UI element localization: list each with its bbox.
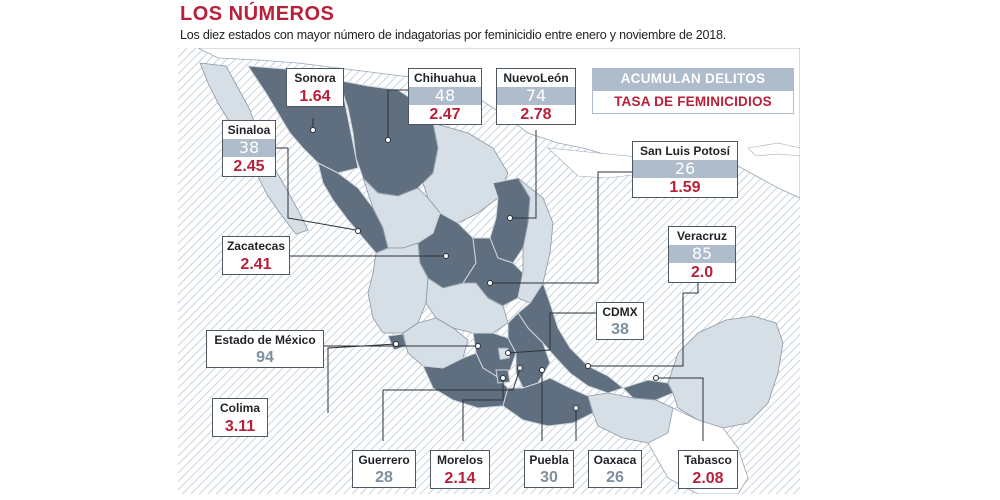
feminicide-rate: 1.59 <box>669 179 701 196</box>
dot-sonora <box>310 127 316 133</box>
dot-puebla <box>539 367 545 373</box>
state-name: San Luis Potosí <box>639 144 730 158</box>
crime-count: 26 <box>606 469 624 486</box>
page-title: LOS NÚMEROS <box>180 3 335 25</box>
state-name: Sonora <box>294 71 336 85</box>
state-name: Zacatecas <box>226 239 286 253</box>
yucatan-peninsula <box>667 315 784 429</box>
leader-nuevo-leon <box>510 130 537 219</box>
state-name: Oaxaca <box>593 453 637 467</box>
crime-count: 85 <box>669 245 735 263</box>
leader-dots <box>310 127 659 411</box>
state-name: Estado de México <box>214 333 316 347</box>
page-subtitle: Los diez estados con mayor número de ind… <box>180 28 727 42</box>
crime-count: 30 <box>540 469 558 486</box>
dot-veracruz <box>585 363 591 369</box>
leader-colima <box>327 343 397 413</box>
state-oaxaca <box>502 377 594 427</box>
state-name: Guerrero <box>358 453 410 467</box>
state-name: NuevoLeón <box>503 71 569 85</box>
label-morelos: Morelos 2.14 <box>430 450 490 489</box>
state-name: Veracruz <box>676 229 728 243</box>
crime-count: 38 <box>611 321 629 338</box>
dot-sinaloa <box>355 228 361 234</box>
crime-count: 94 <box>256 349 274 366</box>
feminicide-rate: 1.64 <box>299 88 331 105</box>
label-tabasco: Tabasco 2.08 <box>678 450 738 489</box>
cuba-island <box>747 142 800 157</box>
leader-slp <box>490 171 633 284</box>
state-name: CDMX <box>602 305 638 319</box>
label-san-luis-potosi: San Luis Potosí 26 1.59 <box>632 141 738 198</box>
label-chihuahua: Chihuahua 48 2.47 <box>408 68 482 125</box>
state-name: Tabasco <box>684 453 732 467</box>
label-puebla: Puebla 30 <box>524 450 574 488</box>
dot-cdmx <box>505 350 511 356</box>
dot-colima <box>393 341 399 347</box>
dot-tabasco <box>653 375 659 381</box>
dot-guerrero <box>517 365 523 371</box>
state-name: Morelos <box>436 453 483 467</box>
label-guerrero: Guerrero 28 <box>352 450 416 488</box>
dot-oaxaca <box>573 405 579 411</box>
dot-nuevo-leon <box>507 215 513 221</box>
label-veracruz: Veracruz 85 2.0 <box>668 226 736 283</box>
feminicide-rate: 2.41 <box>240 256 272 273</box>
crime-count: 74 <box>497 87 575 105</box>
state-san-luis-potosi <box>462 237 524 307</box>
state-tamaulipas <box>517 177 554 304</box>
label-cdmx: CDMX 38 <box>596 302 644 340</box>
label-estado-de-mexico: Estado de México 94 <box>206 330 324 368</box>
feminicide-rate: 2.47 <box>429 106 461 123</box>
feminicide-rate: 2.78 <box>520 106 552 123</box>
dot-chihuahua <box>385 137 391 143</box>
dot-zacatecas <box>443 253 449 259</box>
label-sonora: Sonora 1.64 <box>286 68 344 107</box>
label-oaxaca: Oaxaca 26 <box>588 450 642 488</box>
state-name: Sinaloa <box>227 123 271 137</box>
crime-count: 38 <box>223 139 275 157</box>
leader-tabasco <box>656 377 704 441</box>
state-name: Puebla <box>529 453 569 467</box>
crime-count: 28 <box>375 469 393 486</box>
legend: ACUMULAN DELITOS TASA DE FEMINICIDIOS <box>592 68 794 114</box>
leader-morelos <box>462 378 504 441</box>
state-name: Colima <box>219 401 260 415</box>
leader-guerrero <box>382 367 521 441</box>
leader-chihuahua <box>387 89 408 140</box>
label-sinaloa: Sinaloa 38 2.45 <box>222 120 276 177</box>
label-zacatecas: Zacatecas 2.41 <box>222 236 290 275</box>
label-colima: Colima 3.11 <box>212 398 268 437</box>
feminicide-rate: 2.14 <box>444 470 476 487</box>
state-name: Chihuahua <box>414 71 476 85</box>
feminicide-rate: 2.45 <box>233 158 265 175</box>
dot-slp <box>487 280 493 286</box>
feminicide-rate: 2.0 <box>690 264 714 281</box>
legend-accumulated: ACUMULAN DELITOS <box>592 68 794 90</box>
legend-rate: TASA DE FEMINICIDIOS <box>592 90 794 114</box>
state-jalisco <box>367 242 429 334</box>
feminicide-rate: 3.11 <box>224 418 256 435</box>
crime-count: 26 <box>633 160 737 178</box>
dot-morelos <box>500 375 506 381</box>
dot-edomex <box>475 343 481 349</box>
label-nuevo-leon: NuevoLeón 74 2.78 <box>496 68 576 125</box>
feminicide-rate: 2.08 <box>692 470 724 487</box>
leader-cdmx <box>507 312 598 354</box>
crime-count: 48 <box>409 87 481 105</box>
